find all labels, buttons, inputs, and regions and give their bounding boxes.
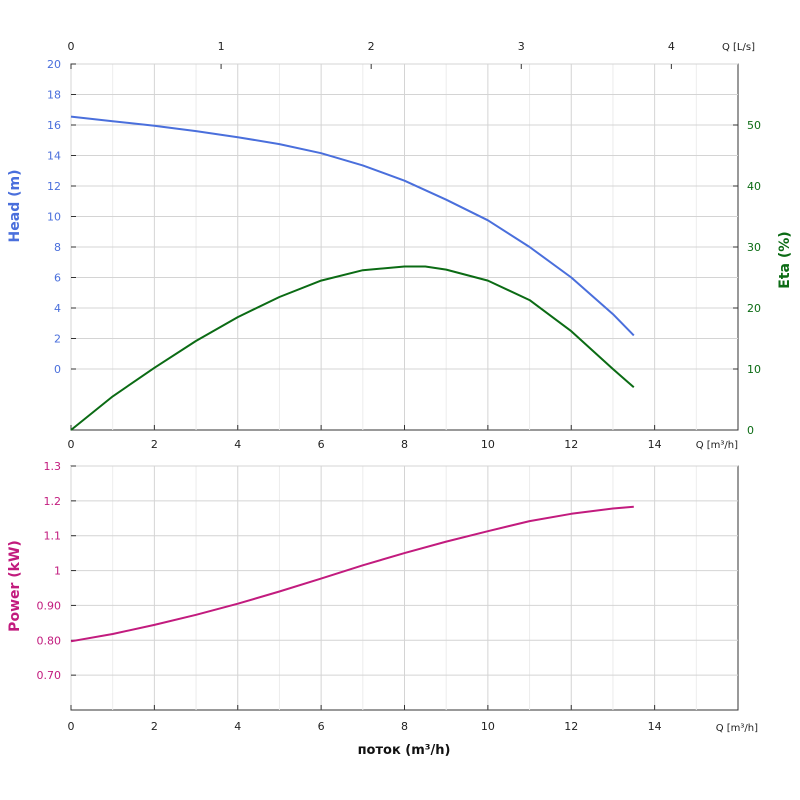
head-tick-label: 4 — [54, 302, 61, 315]
flow-axis-title: поток (m³/h) — [358, 743, 451, 758]
top-x-tick-label: 4 — [668, 40, 675, 53]
power-x-tick-label: 8 — [401, 720, 408, 733]
bottom-x-tick-label: 4 — [234, 438, 241, 451]
power-ticks: 0 2 4 6 8 10 12 14 0.70 0.80 0.90 1 1.1 1.2 1.3 — [37, 460, 662, 733]
head-tick-label: 20 — [47, 58, 61, 71]
eta-tick-label: 0 — [747, 424, 754, 437]
bottom-x-tick-label: 10 — [481, 438, 495, 451]
power-grid — [70, 465, 738, 710]
power-x-tick-label: 12 — [564, 720, 578, 733]
eta-tick-label: 50 — [747, 119, 761, 132]
power-x-tick-label: 10 — [481, 720, 495, 733]
eta-tick-label: 30 — [747, 241, 761, 254]
power-panel: 0 2 4 6 8 10 12 14 0.70 0.80 0.90 1 1.1 1.2 1.3 Q [m³/… — [7, 460, 758, 758]
bottom-x-tick-label: 12 — [564, 438, 578, 451]
head-tick-label: 16 — [47, 119, 61, 132]
top-x-tick-label: 2 — [368, 40, 375, 53]
head-eta-ticks: 0 2 4 6 8 10 12 140 1 2 3 4024681012141618200102030… — [47, 40, 761, 451]
power-y-tick-label: 0.70 — [37, 669, 62, 682]
power-y-tick-label: 1.1 — [44, 530, 62, 543]
head-tick-label: 2 — [54, 333, 61, 346]
head-eta-curves — [70, 115, 635, 431]
power-curves — [70, 505, 634, 643]
bottom-x-tick-label: 6 — [318, 438, 325, 451]
bottom-x-unit-label: Q [m³/h] — [696, 440, 738, 451]
eta-curve — [70, 265, 635, 431]
head-tick-label: 12 — [47, 180, 61, 193]
power-x-tick-label: 14 — [648, 720, 662, 733]
power-axis-title: Power (kW) — [7, 540, 23, 632]
eta-tick-label: 40 — [747, 180, 761, 193]
power-x-tick-label: 4 — [234, 720, 241, 733]
top-x-unit-label: Q [L/s] — [722, 42, 755, 53]
bottom-x-tick-label: 14 — [648, 438, 662, 451]
bottom-x-tick-label: 8 — [401, 438, 408, 451]
head-tick-label: 14 — [47, 150, 61, 163]
head-tick-label: 18 — [47, 89, 61, 102]
eta-axis-title: Eta (%) — [777, 231, 793, 288]
power-y-tick-label: 1 — [54, 565, 61, 578]
head-tick-label: 0 — [54, 363, 61, 376]
power-y-tick-label: 1.2 — [44, 495, 62, 508]
power-y-tick-label: 1.3 — [44, 460, 62, 473]
head-eta-grid — [70, 63, 738, 430]
eta-tick-label: 10 — [747, 363, 761, 376]
head-eta-panel: 0 2 4 6 8 10 12 140 1 2 3 4024681012141618200102030… — [7, 40, 793, 451]
head-curve — [70, 115, 635, 337]
power-y-tick-label: 0.90 — [37, 599, 62, 612]
top-x-tick-label: 1 — [218, 40, 225, 53]
power-x-tick-label: 6 — [318, 720, 325, 733]
power-x-unit-label: Q [m³/h] — [716, 723, 758, 734]
power-x-tick-label: 2 — [151, 720, 158, 733]
power-x-tick-label: 0 — [68, 720, 75, 733]
head-axis-title: Head (m) — [7, 170, 23, 243]
top-x-tick-label: 3 — [518, 40, 525, 53]
bottom-x-tick-label: 2 — [151, 438, 158, 451]
eta-tick-label: 20 — [747, 302, 761, 315]
power-curve — [70, 505, 634, 643]
head-tick-label: 10 — [47, 211, 61, 224]
head-tick-label: 6 — [54, 272, 61, 285]
power-y-tick-label: 0.80 — [37, 634, 62, 647]
top-x-tick-label: 0 — [68, 40, 75, 53]
head-tick-label: 8 — [54, 241, 61, 254]
bottom-x-tick-label: 0 — [68, 438, 75, 451]
